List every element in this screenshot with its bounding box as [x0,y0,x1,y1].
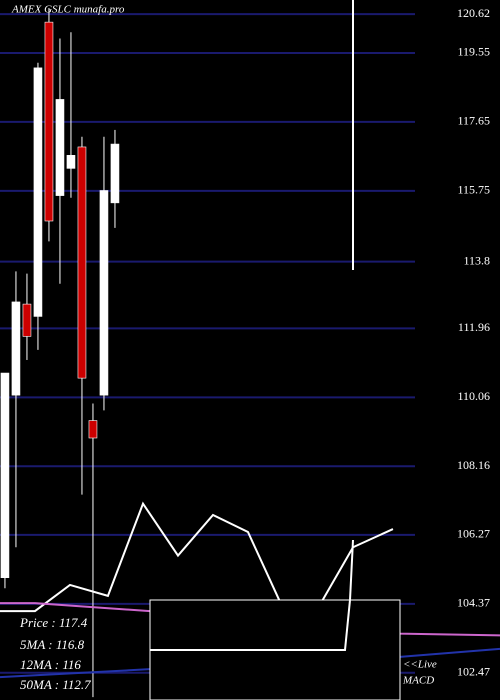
y-tick-label: 110.06 [457,389,490,403]
y-tick-label: 120.62 [457,6,490,20]
info-12ma: 12MA : 116 [20,657,81,672]
info-5ma: 5MA : 116.8 [20,637,85,652]
candle-body [33,67,43,317]
candle-body [0,372,10,579]
candle-body [22,303,32,337]
candle-body [88,420,98,439]
y-tick-label: 108.16 [457,458,490,472]
info-price: Price : 117.4 [19,615,88,630]
candle-body [99,190,109,396]
candle-body [77,146,87,379]
candle-body [66,155,76,169]
chart-title: AMEX GSLC munafa.pro [11,4,125,16]
y-tick-label: 106.27 [457,527,490,541]
y-tick-label: 117.65 [457,114,490,128]
macd-line [150,539,354,651]
candle-body [11,301,21,396]
y-tick-label: 113.8 [463,253,490,267]
y-tick-label: 102.47 [457,665,490,679]
info-50ma: 50MA : 112.7 [20,677,91,692]
y-tick-label: 115.75 [457,183,490,197]
y-tick-label: 111.96 [458,320,490,334]
candle-body [55,99,65,196]
candle-body [44,21,54,222]
y-tick-label: 104.37 [457,596,490,610]
candle-body [110,143,120,204]
live-label: <<Live [403,659,437,671]
macd-label: MACD [402,675,434,687]
indicator-line [0,501,394,613]
y-tick-label: 119.55 [457,45,490,59]
